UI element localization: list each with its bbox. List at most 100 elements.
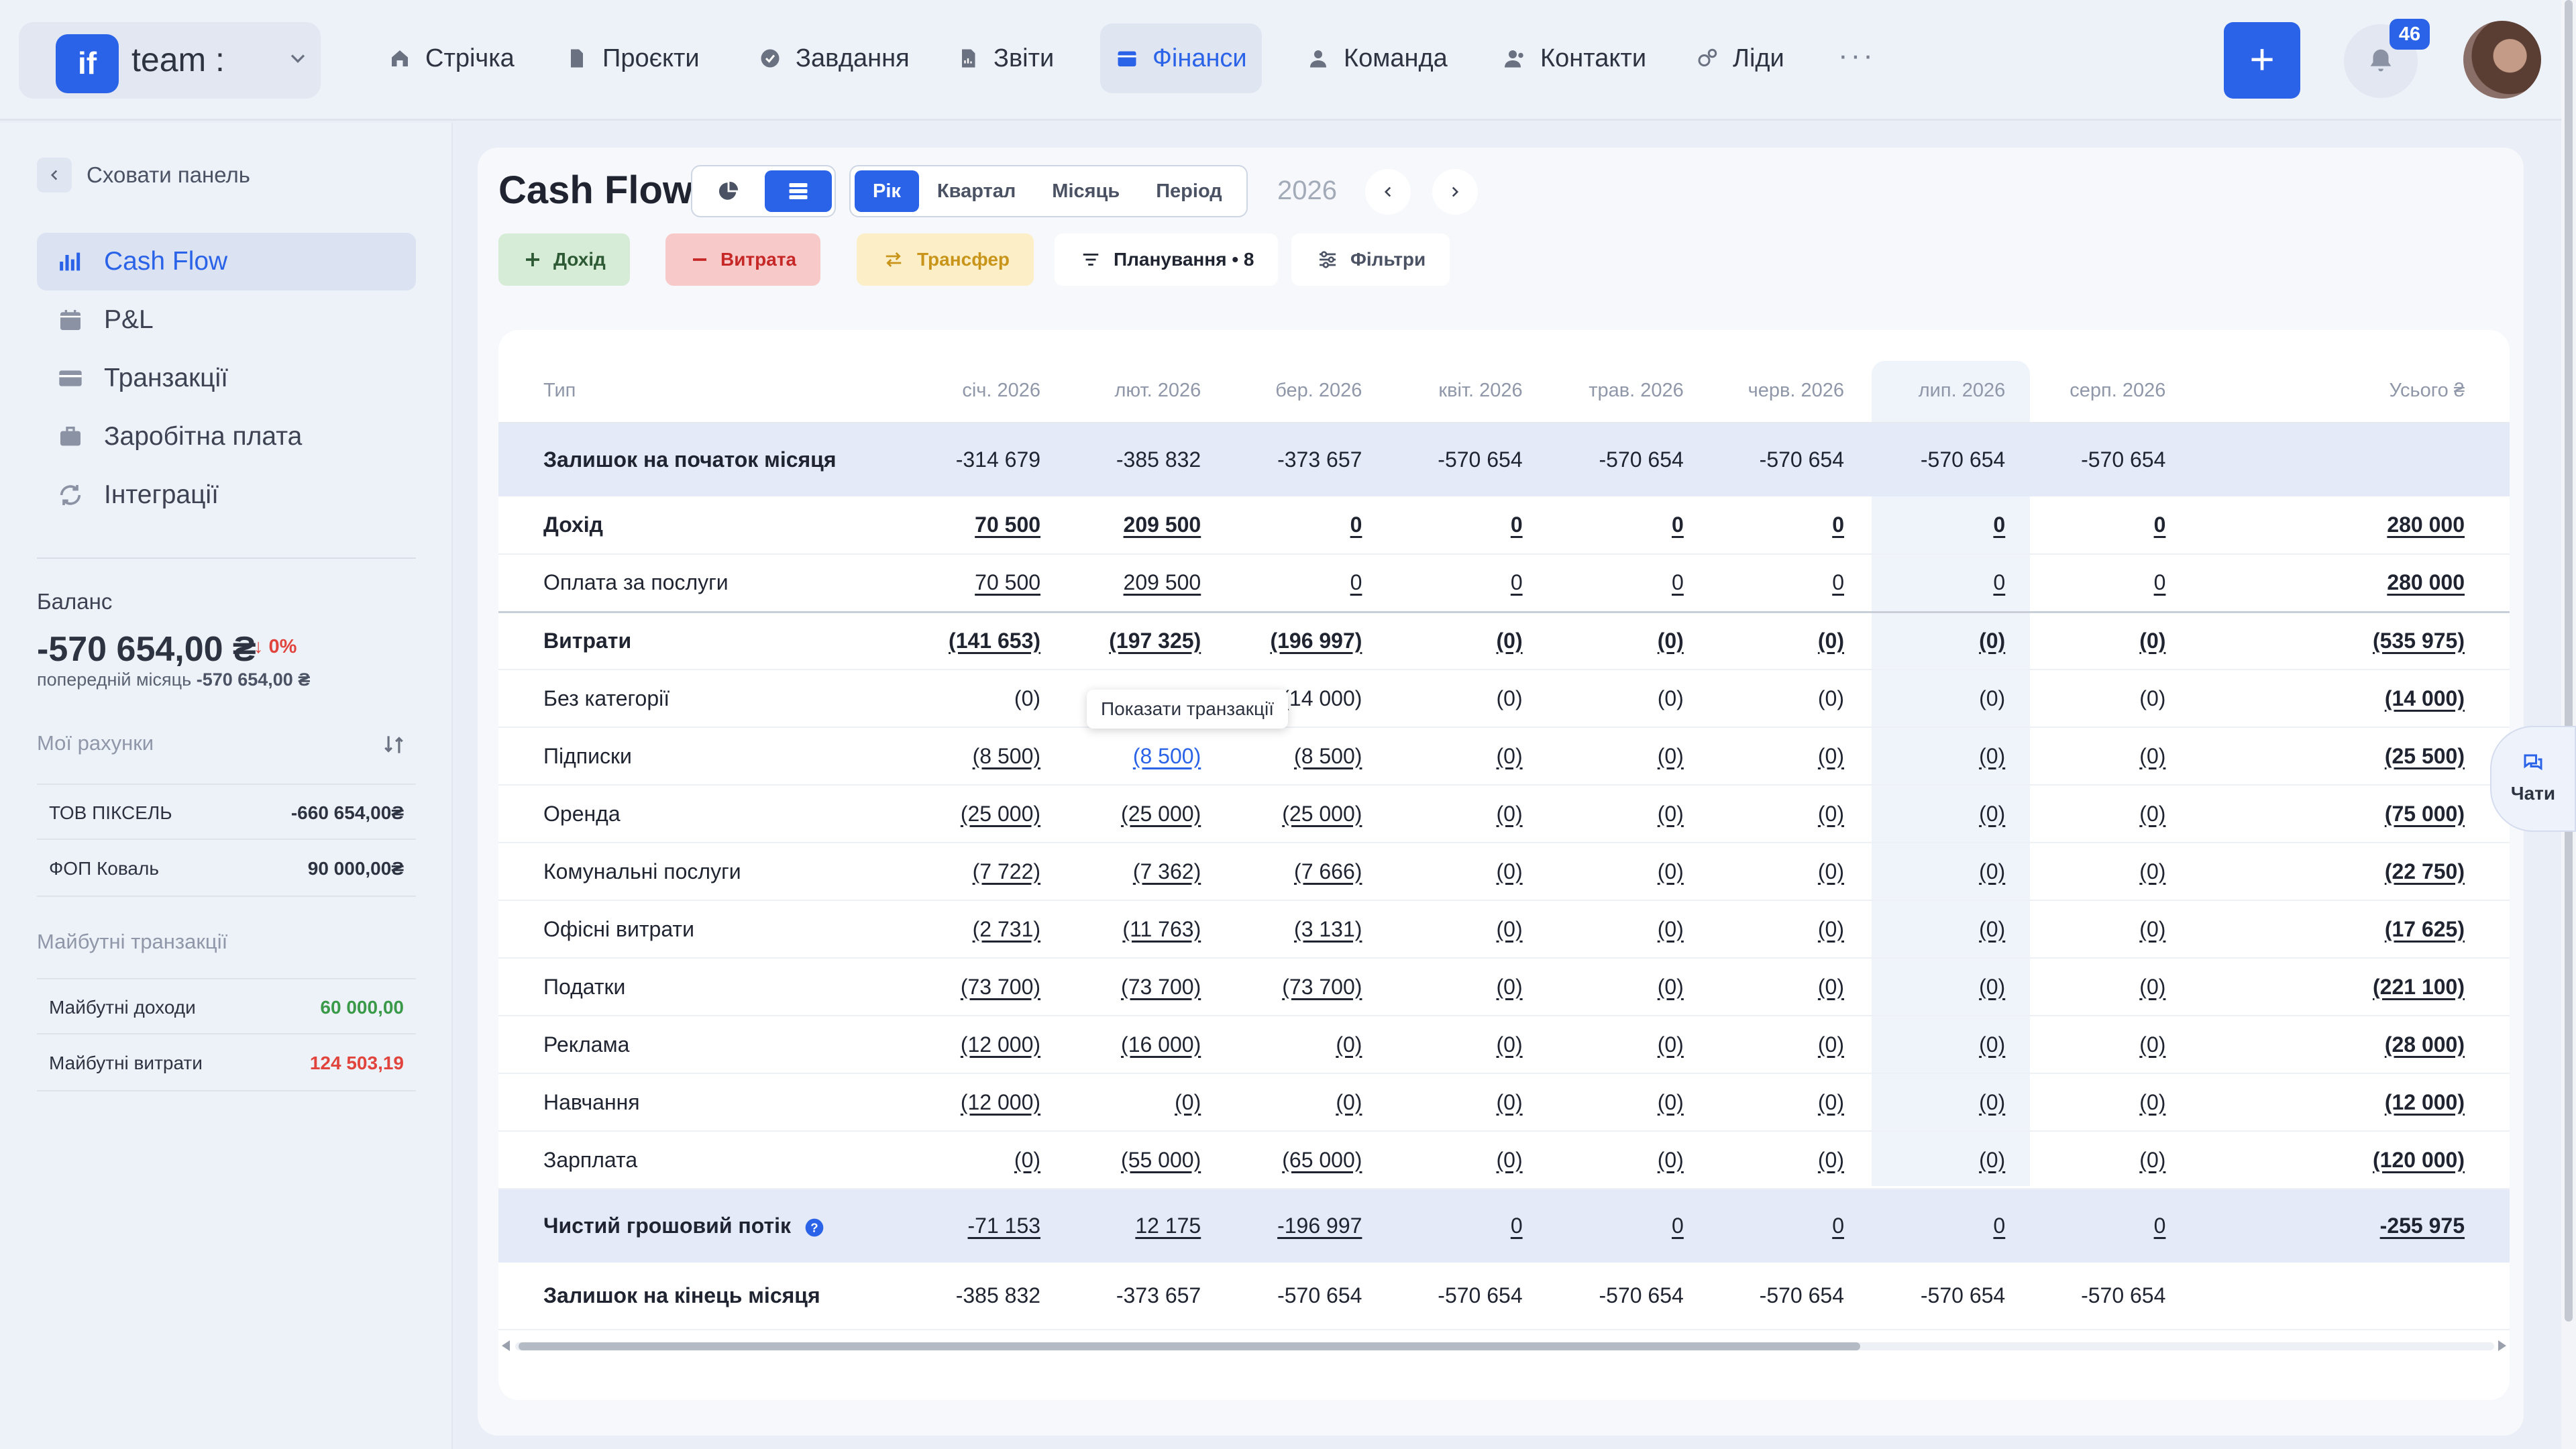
table-cell[interactable]: (73 700) (1214, 958, 1376, 1016)
table-cell[interactable]: (141 653) (892, 612, 1055, 670)
table-cell[interactable]: (28 000) (2179, 1016, 2510, 1074)
table-cell[interactable]: (12 000) (892, 1016, 1055, 1074)
table-cell[interactable]: (0) (2019, 612, 2180, 670)
table-cell[interactable]: (8 500) (892, 727, 1055, 786)
table-cell[interactable]: (0) (1858, 1073, 2019, 1132)
table-cell[interactable]: (0) (1375, 727, 1536, 786)
scroll-right-arrow[interactable] (2498, 1340, 2506, 1351)
table-cell[interactable]: -196 997 (1214, 1189, 1376, 1263)
table-cell[interactable]: (221 100) (2179, 958, 2510, 1016)
planning-button[interactable]: Планування • 8 (1055, 233, 1279, 286)
table-cell[interactable]: (0) (1697, 612, 1858, 670)
table-cell[interactable]: 0 (1375, 554, 1536, 613)
nav-item-0[interactable]: Стрічка (373, 23, 529, 93)
table-cell[interactable]: (0) (1697, 785, 1858, 843)
table-cell[interactable]: (0) (2019, 727, 2180, 786)
table-cell[interactable]: (0) (2019, 785, 2180, 843)
table-cell[interactable]: (0) (1858, 843, 2019, 901)
table-cell[interactable]: (0) (1536, 900, 1697, 959)
table-cell[interactable]: (0) (1858, 900, 2019, 959)
hide-panel-button[interactable]: Сховати панель (37, 158, 250, 193)
workspace-switcher[interactable]: if team : (19, 22, 321, 99)
nav-item-4[interactable]: Фінанси (1100, 23, 1262, 93)
nav-item-6[interactable]: Контакти (1488, 23, 1661, 93)
user-avatar[interactable] (2463, 21, 2541, 99)
table-cell[interactable]: (25 000) (892, 785, 1055, 843)
future-transaction-row[interactable]: Майбутні доходи 60 000,00 (37, 978, 416, 1034)
table-cell[interactable]: 0 (1214, 496, 1376, 555)
table-cell[interactable]: (0) (1697, 900, 1858, 959)
table-cell[interactable]: (0) (1858, 785, 2019, 843)
nav-item-5[interactable]: Команда (1291, 23, 1462, 93)
filters-button[interactable]: Фільтри (1291, 233, 1450, 286)
table-cell[interactable]: (7 362) (1054, 843, 1215, 901)
table-cell[interactable]: 0 (1375, 496, 1536, 555)
chats-button[interactable]: Чати (2490, 726, 2576, 832)
table-cell[interactable]: -255 975 (2179, 1189, 2510, 1263)
table-cell[interactable]: 0 (2019, 1189, 2180, 1263)
table-cell[interactable]: (0) (1697, 1016, 1858, 1074)
page-scrollbar-thumb[interactable] (2565, 0, 2573, 1322)
table-cell[interactable]: (197 325) (1054, 612, 1215, 670)
table-horizontal-scrollbar[interactable] (498, 1336, 2510, 1355)
table-cell[interactable]: (0) (1536, 1016, 1697, 1074)
account-row[interactable]: ТОВ ПІКСЕЛЬ -660 654,00₴ (37, 784, 416, 840)
table-cell[interactable]: (0) (1697, 1073, 1858, 1132)
table-cell[interactable]: (73 700) (892, 958, 1055, 1016)
nav-item-3[interactable]: Звіти (941, 23, 1069, 93)
table-cell[interactable]: (196 997) (1214, 612, 1376, 670)
table-cell[interactable]: (0) (1536, 1073, 1697, 1132)
prev-year-button[interactable] (1365, 169, 1411, 215)
table-cell[interactable]: (0) (1858, 612, 2019, 670)
table-cell[interactable]: 209 500 (1054, 496, 1215, 555)
table-cell[interactable]: (11 763) (1054, 900, 1215, 959)
table-cell[interactable]: (0) (1375, 1073, 1536, 1132)
add-transfer-button[interactable]: Трансфер (857, 233, 1034, 286)
table-cell[interactable]: 70 500 (892, 554, 1055, 613)
table-cell[interactable]: (120 000) (2179, 1131, 2510, 1189)
table-cell[interactable]: (8 500) (1054, 727, 1215, 786)
table-cell[interactable]: (0) (2019, 1016, 2180, 1074)
table-cell[interactable]: (12 000) (892, 1073, 1055, 1132)
table-cell[interactable]: (0) (1536, 1131, 1697, 1189)
sidebar-item-0[interactable]: Cash Flow (37, 233, 416, 290)
help-icon[interactable]: ? (804, 1217, 825, 1238)
table-cell[interactable]: (0) (1858, 1131, 2019, 1189)
more-menu-button[interactable]: ··· (1838, 39, 1876, 72)
table-cell[interactable]: 12 175 (1054, 1189, 1215, 1263)
table-cell[interactable]: (0) (1536, 843, 1697, 901)
table-cell[interactable]: (0) (1697, 727, 1858, 786)
nav-item-7[interactable]: Ліди (1680, 23, 1799, 93)
table-cell[interactable]: (7 666) (1214, 843, 1376, 901)
table-cell[interactable]: (0) (2019, 900, 2180, 959)
add-income-button[interactable]: Дохід (498, 233, 630, 286)
table-cell[interactable]: (14 000) (2179, 669, 2510, 728)
table-cell[interactable]: (17 625) (2179, 900, 2510, 959)
table-cell[interactable]: 70 500 (892, 496, 1055, 555)
table-cell[interactable]: (25 000) (1214, 785, 1376, 843)
table-cell[interactable]: (0) (1214, 1016, 1376, 1074)
period-option-3[interactable]: Період (1156, 180, 1222, 202)
table-cell[interactable]: (75 000) (2179, 785, 2510, 843)
table-cell[interactable]: (0) (1858, 958, 2019, 1016)
table-cell[interactable]: 0 (1858, 1189, 2019, 1263)
table-view-button[interactable] (765, 170, 832, 212)
table-cell[interactable]: 0 (1536, 554, 1697, 613)
table-cell[interactable]: 209 500 (1054, 554, 1215, 613)
table-cell[interactable]: (0) (1375, 1016, 1536, 1074)
table-cell[interactable]: 0 (1697, 496, 1858, 555)
period-option-2[interactable]: Місяць (1052, 180, 1120, 202)
sidebar-item-1[interactable]: P&L (37, 291, 416, 349)
sidebar-item-4[interactable]: Інтеграції (37, 466, 416, 524)
table-cell[interactable]: 0 (1697, 1189, 1858, 1263)
table-cell[interactable]: (7 722) (892, 843, 1055, 901)
table-cell[interactable]: 0 (2019, 554, 2180, 613)
period-option-0[interactable]: Рік (855, 170, 919, 212)
table-cell[interactable]: (0) (1697, 843, 1858, 901)
table-cell[interactable]: (3 131) (1214, 900, 1376, 959)
table-cell[interactable]: (65 000) (1214, 1131, 1376, 1189)
table-cell[interactable]: (0) (1375, 958, 1536, 1016)
table-cell[interactable]: -71 153 (892, 1189, 1055, 1263)
table-cell[interactable]: (8 500) (1214, 727, 1376, 786)
table-cell[interactable]: (0) (2019, 958, 2180, 1016)
